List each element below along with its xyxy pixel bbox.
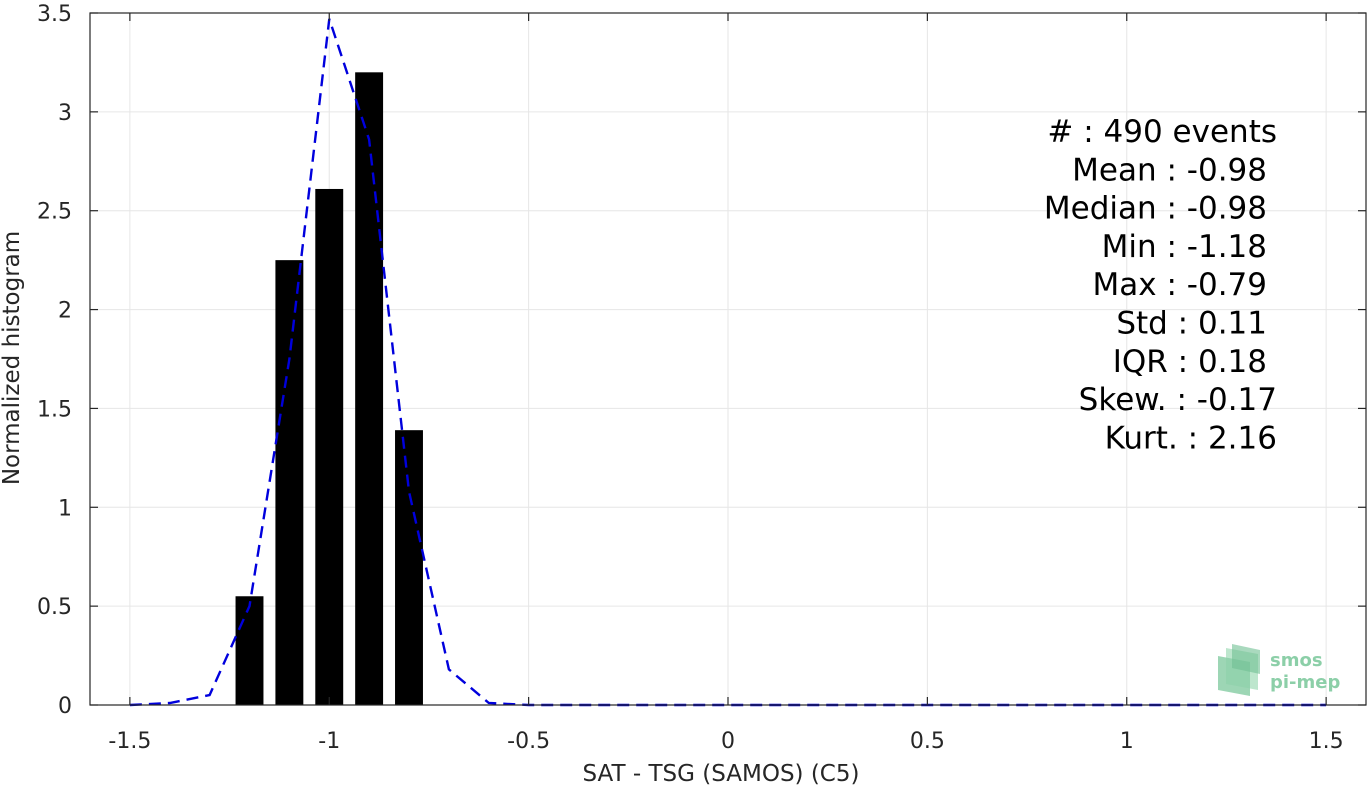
x-tick-label: 1.5	[1309, 729, 1344, 754]
histogram-bar	[275, 260, 304, 705]
x-tick-label: -0.5	[507, 729, 550, 754]
y-tick-label: 3	[58, 101, 72, 126]
stat-line: Mean : -0.98	[1072, 152, 1267, 188]
smos-pi-mep-logo: smos pi-mep	[1218, 644, 1340, 696]
x-tick-labels: -1.5 -1 -0.5 0 0.5 1 1.5	[108, 729, 1343, 754]
y-tick-label: 0	[58, 694, 72, 719]
y-axis-label: Normalized histogram	[0, 231, 25, 485]
bars	[235, 72, 423, 706]
y-tick-label: 1	[58, 496, 72, 521]
stat-line: Skew. : -0.17	[1079, 382, 1277, 418]
x-tick-label: 0.5	[910, 729, 945, 754]
histogram-bar	[395, 430, 423, 705]
stat-line: # : 490 events	[1047, 114, 1277, 150]
logo-line2: pi-mep	[1270, 672, 1340, 693]
y-tick-label: 0.5	[37, 595, 72, 620]
logo-line1: smos	[1270, 650, 1323, 671]
y-tick-labels: 0 0.5 1 1.5 2 2.5 3 3.5	[37, 2, 72, 719]
x-tick-label: -1.5	[108, 729, 151, 754]
y-tick-label: 1.5	[37, 397, 72, 422]
stat-line: Max : -0.79	[1093, 267, 1267, 303]
histogram-bar	[235, 596, 264, 705]
x-tick-label: 0	[721, 729, 735, 754]
x-axis-label: SAT - TSG (SAMOS) (C5)	[583, 761, 860, 785]
axis-ticks	[90, 12, 1366, 706]
stat-line: Std : 0.11	[1116, 306, 1267, 342]
logo-mark-icon	[1218, 644, 1260, 696]
stat-line: Min : -1.18	[1102, 229, 1267, 265]
stat-line: IQR : 0.18	[1113, 344, 1267, 380]
x-tick-label: -1	[318, 729, 340, 754]
histogram-bar	[315, 188, 344, 706]
stat-line: Kurt. : 2.16	[1105, 420, 1277, 456]
stat-line: Median : -0.98	[1044, 191, 1267, 227]
histogram-bar	[355, 72, 384, 706]
x-tick-label: 1	[1120, 729, 1134, 754]
y-tick-label: 2	[58, 299, 72, 324]
y-tick-label: 3.5	[37, 2, 72, 27]
y-tick-label: 2.5	[37, 200, 72, 225]
